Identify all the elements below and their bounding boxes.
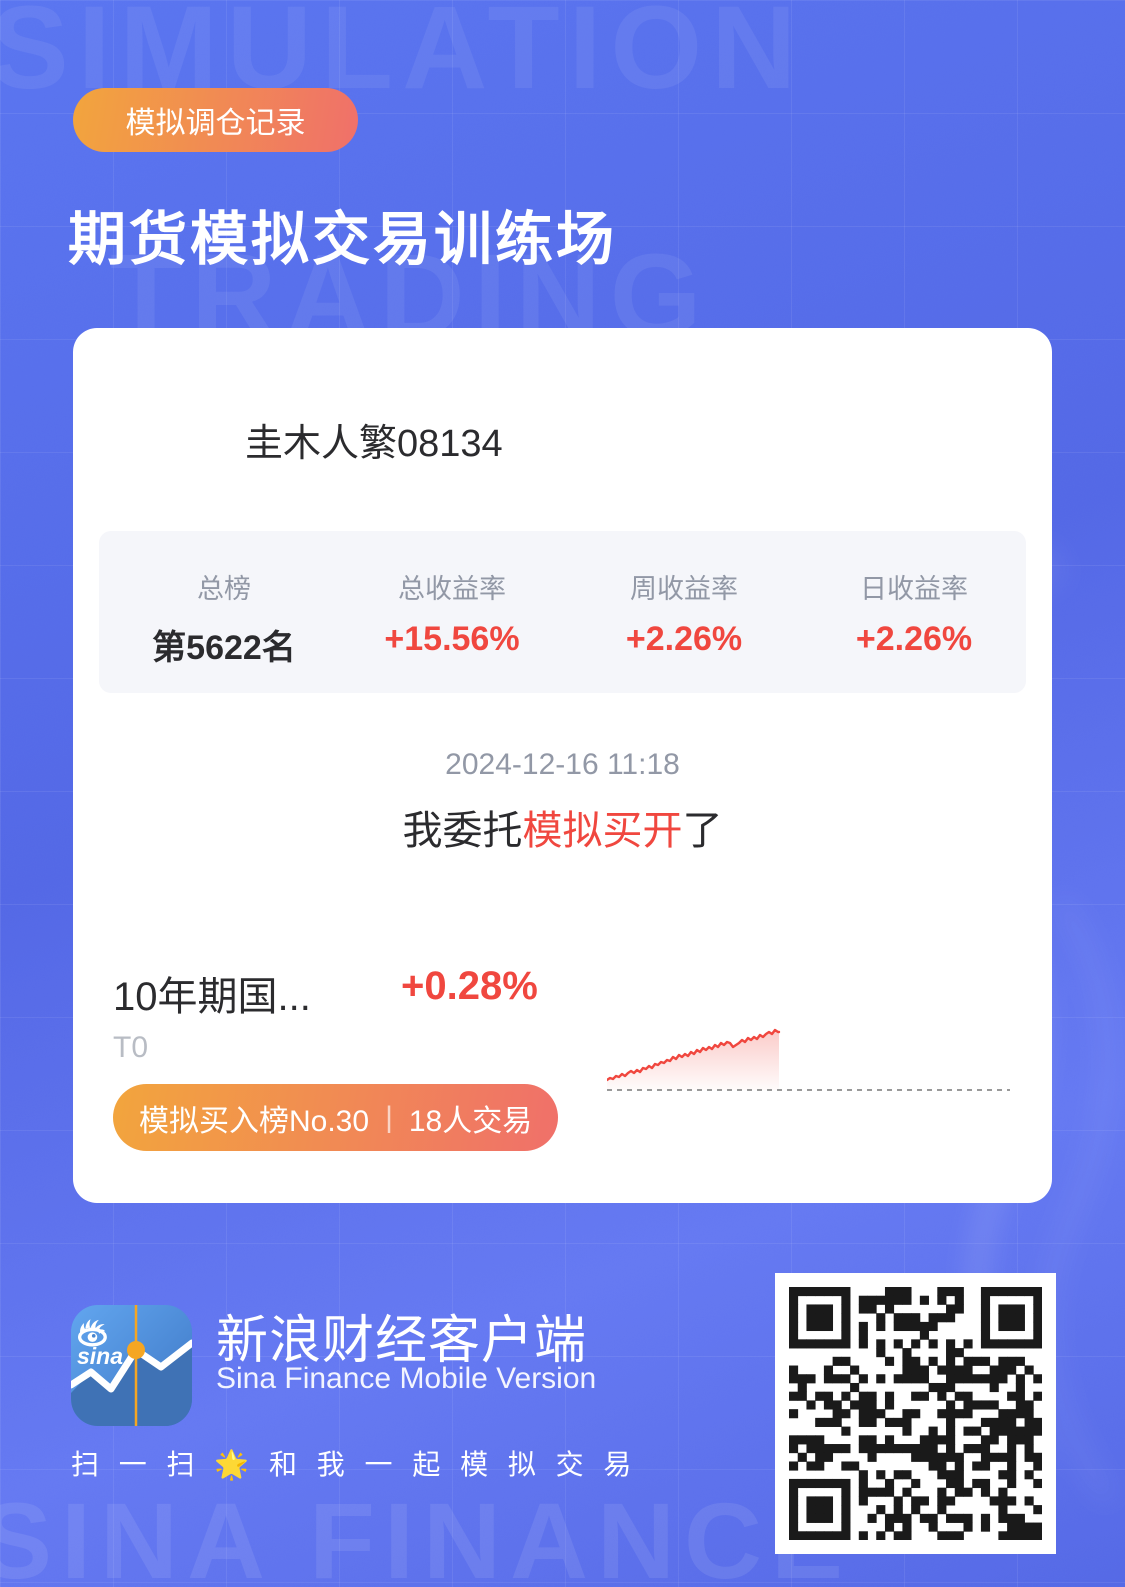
svg-text:sina: sina: [77, 1343, 123, 1369]
